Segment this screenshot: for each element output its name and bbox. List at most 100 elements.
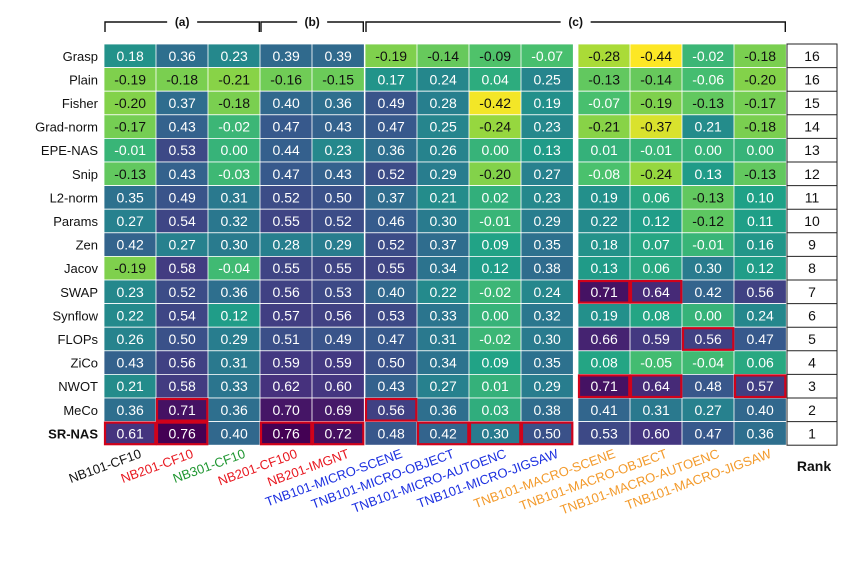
- cell-value-label: 0.27: [430, 378, 457, 394]
- cell-value-label: 0.29: [325, 237, 352, 253]
- cell-value-label: 0.58: [169, 378, 196, 394]
- cell-value-label: 0.26: [117, 331, 144, 347]
- cell-value-label: 0.53: [325, 284, 352, 300]
- cell-value-label: -0.42: [479, 95, 511, 111]
- cell-value-label: 0.22: [117, 307, 144, 323]
- cell-value-label: 0.23: [534, 189, 561, 205]
- cell-value-label: 0.54: [169, 213, 196, 229]
- cell-value-label: 0.56: [378, 402, 405, 418]
- cell-value-label: 0.08: [643, 307, 670, 323]
- cell-value-label: 0.06: [643, 189, 670, 205]
- cell-value-label: 0.43: [325, 119, 352, 135]
- highlight-border: [733, 374, 787, 399]
- cell-value-label: 0.56: [747, 284, 774, 300]
- cell-value-label: -0.06: [692, 71, 724, 87]
- cell-value-label: 0.26: [430, 142, 457, 158]
- cell-value-label: -0.13: [692, 95, 724, 111]
- cell-value-label: 0.36: [117, 402, 144, 418]
- cell-value-label: 0.24: [430, 71, 457, 87]
- cell-value-label: 0.47: [273, 119, 300, 135]
- rank-value: 9: [808, 237, 816, 253]
- cell-value-label: 0.00: [482, 307, 509, 323]
- cell-value-label: 0.11: [747, 213, 773, 229]
- cell-value-label: 0.69: [325, 402, 352, 418]
- cell-value-label: -0.01: [479, 213, 511, 229]
- cell-value-label: 0.08: [591, 355, 618, 371]
- cell-value-label: 0.37: [378, 189, 405, 205]
- group-label: (a): [175, 15, 190, 29]
- row-label: Grasp: [63, 49, 98, 64]
- cell-value-label: 0.53: [378, 307, 405, 323]
- cell-value-label: -0.19: [640, 95, 672, 111]
- cell-value-label: 0.29: [221, 331, 248, 347]
- cell-value-label: 0.18: [591, 237, 618, 253]
- cell-value-label: 0.01: [591, 142, 618, 158]
- cell-value-label: -0.28: [588, 48, 620, 64]
- cell-value-label: 0.43: [117, 355, 144, 371]
- rank-value: 1: [808, 425, 816, 441]
- rank-value: 16: [804, 71, 820, 87]
- cell-value-label: 0.23: [117, 284, 144, 300]
- cell-value-label: 0.02: [482, 189, 509, 205]
- row-label: EPE-NAS: [41, 143, 98, 158]
- cell-value-label: -0.18: [166, 71, 198, 87]
- cell-value-label: 0.28: [430, 95, 457, 111]
- cell-value-label: 0.24: [747, 307, 774, 323]
- cell-value-label: 0.47: [695, 425, 722, 441]
- highlight-border: [681, 327, 735, 351]
- cell-value-label: 0.41: [591, 402, 618, 418]
- highlight-border: [629, 279, 683, 304]
- cell-value-label: -0.24: [479, 119, 511, 135]
- cell-value-label: 0.35: [534, 355, 561, 371]
- cell-value-label: -0.21: [588, 119, 620, 135]
- cell-value-label: 0.12: [221, 307, 248, 323]
- cell-value-label: 0.09: [482, 237, 509, 253]
- rank-value: 15: [804, 95, 820, 111]
- highlight-border: [520, 421, 574, 446]
- cell-value-label: 0.50: [378, 355, 405, 371]
- cell-value-label: 0.37: [169, 95, 196, 111]
- cell-value-label: 0.07: [643, 237, 670, 253]
- group-label-bg: [560, 14, 591, 30]
- cell-value-label: 0.38: [534, 260, 561, 276]
- highlight-border: [259, 421, 313, 446]
- rank-value: 6: [808, 307, 816, 323]
- cell-value-label: 0.36: [221, 402, 248, 418]
- cell-value-label: 0.48: [695, 378, 722, 394]
- cell-value-label: -0.20: [479, 166, 511, 182]
- cell-value-label: -0.14: [427, 48, 459, 64]
- cell-value-label: 0.12: [747, 260, 774, 276]
- cell-value-label: -0.13: [692, 189, 724, 205]
- rank-value: 7: [808, 284, 816, 300]
- cell-value-label: 0.40: [378, 284, 405, 300]
- rank-value: 12: [804, 166, 820, 182]
- cell-value-label: 0.19: [591, 307, 618, 323]
- row-label: Grad-norm: [35, 120, 98, 135]
- cell-value-label: 0.64: [643, 378, 670, 394]
- rank-value: 5: [808, 331, 816, 347]
- cell-value-label: 0.60: [643, 425, 670, 441]
- group-label-bg: [167, 14, 198, 30]
- cell-value-label: 0.42: [430, 425, 457, 441]
- cell-value-label: 0.12: [482, 260, 509, 276]
- cell-value-label: 0.64: [643, 284, 670, 300]
- cell-value-label: 0.56: [273, 284, 300, 300]
- rank-value: 14: [804, 119, 820, 135]
- cell-value-label: 0.24: [534, 284, 561, 300]
- cell-value-label: 0.36: [221, 284, 248, 300]
- highlight-border: [577, 374, 631, 399]
- cell-value-label: 0.52: [273, 189, 300, 205]
- cell-value-label: 0.00: [695, 307, 722, 323]
- cell-value-label: 0.30: [534, 331, 561, 347]
- cell-value-label: -0.17: [744, 95, 776, 111]
- cell-value-label: 0.40: [747, 402, 774, 418]
- cell-value-label: -0.18: [218, 95, 250, 111]
- row-label: Params: [53, 214, 98, 229]
- cell-value-label: 0.47: [378, 331, 405, 347]
- cell-value-label: 0.23: [221, 48, 248, 64]
- rank-title: Rank: [797, 458, 831, 474]
- cell-value-label: 0.57: [747, 378, 774, 394]
- cell-value-label: 0.54: [169, 307, 196, 323]
- cell-value-label: 0.42: [695, 284, 722, 300]
- cell-value-label: -0.13: [588, 71, 620, 87]
